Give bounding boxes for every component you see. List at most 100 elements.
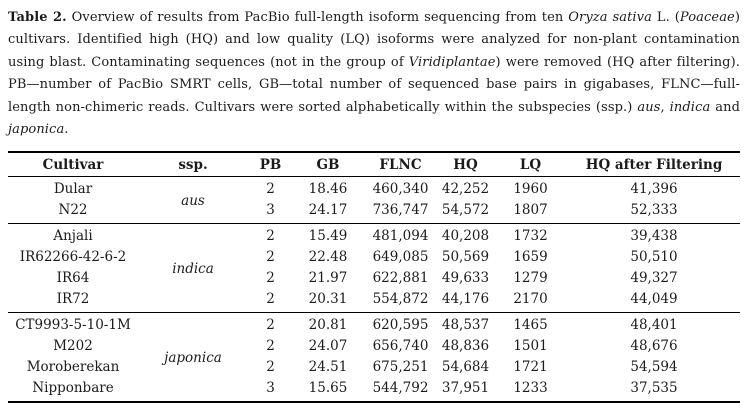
cell-hq: 49,633 <box>441 270 490 287</box>
cell-hq: 50,569 <box>441 249 490 266</box>
caption-table-label: Table 2. <box>8 10 67 25</box>
cell-pb: 2 <box>266 291 275 308</box>
cell-lq: 1233 <box>513 380 548 397</box>
cell-flnc: 675,251 <box>372 359 429 376</box>
cell-hq: 48,537 <box>441 317 490 334</box>
cell-hq-after: 52,333 <box>630 202 678 219</box>
group-indica: Anjali indica 2 15.49 481,094 40,208 173… <box>8 223 740 313</box>
col-header-hq: HQ <box>453 156 478 173</box>
table-row: N22 3 24.17 736,747 54,572 1807 52,333 <box>8 200 740 224</box>
col-header-cultivar: Cultivar <box>42 156 104 173</box>
table-row: M202 2 24.07 656,740 48,836 1501 48,676 <box>8 336 740 357</box>
table-row: Moroberekan 2 24.51 675,251 54,684 1721 … <box>8 357 740 378</box>
cell-pb: 2 <box>266 249 275 266</box>
cell-flnc: 460,340 <box>372 181 429 198</box>
cell-lq: 1501 <box>513 338 548 355</box>
cell-pb: 2 <box>266 228 275 245</box>
group-aus: Dular aus 2 18.46 460,340 42,252 1960 41… <box>8 176 740 224</box>
table-row: IR62266-42-6-2 2 22.48 649,085 50,569 16… <box>8 247 740 268</box>
caption-ssp-aus: aus <box>637 99 661 115</box>
cell-hq-after: 50,510 <box>630 249 678 266</box>
cell-flnc: 554,872 <box>372 291 429 308</box>
col-header-flnc: FLNC <box>379 156 422 173</box>
cell-hq-after: 48,401 <box>630 317 678 334</box>
cell-cultivar: IR72 <box>56 291 90 308</box>
caption-ssp-japonica: japonica <box>8 122 65 138</box>
cell-flnc: 622,881 <box>372 270 429 287</box>
table-row: Nipponbare 3 15.65 544,792 37,951 1233 3… <box>8 378 740 402</box>
group-japonica: CT9993-5-10-1M japonica 2 20.81 620,595 … <box>8 312 740 402</box>
cell-hq: 44,176 <box>441 291 490 308</box>
cell-flnc: 544,792 <box>372 380 429 397</box>
cell-gb: 20.31 <box>308 291 348 308</box>
cell-gb: 20.81 <box>308 317 348 334</box>
cell-lq: 1960 <box>513 181 548 198</box>
caption-family-name: Poaceae <box>679 10 735 25</box>
caption-clade-name: Viridiplantae <box>408 54 496 70</box>
cell-hq: 54,572 <box>441 202 490 219</box>
cell-lq: 1807 <box>513 202 548 219</box>
cell-ssp-group-label: indica <box>172 260 214 277</box>
caption-text: ) were removed (HQ after filtering). PB—… <box>8 54 741 115</box>
cell-hq: 40,208 <box>441 228 490 245</box>
cell-hq-after: 44,049 <box>630 291 678 308</box>
cell-lq: 2170 <box>513 291 548 308</box>
col-header-lq: LQ <box>519 156 542 173</box>
cell-cultivar: CT9993-5-10-1M <box>15 317 131 334</box>
cell-ssp-group-label: aus <box>181 192 205 209</box>
col-header-hq-after-filtering: HQ after Filtering <box>585 156 723 173</box>
cell-cultivar: IR64 <box>56 270 90 287</box>
cell-lq: 1465 <box>513 317 548 334</box>
caption-text: Overview of results from PacBio full-len… <box>66 10 569 25</box>
header-row: Cultivar ssp. PB GB FLNC HQ LQ HQ after … <box>8 152 740 177</box>
cell-pb: 2 <box>266 359 275 376</box>
cell-gb: 22.48 <box>308 249 348 266</box>
results-table: Cultivar ssp. PB GB FLNC HQ LQ HQ after … <box>8 151 740 403</box>
cell-gb: 24.51 <box>308 359 348 376</box>
cell-flnc: 736,747 <box>372 202 429 219</box>
caption-text: L. ( <box>651 10 680 25</box>
cell-pb: 2 <box>266 181 275 198</box>
cell-cultivar: Nipponbare <box>32 380 114 397</box>
cell-ssp-group-label: japonica <box>164 349 222 366</box>
cell-lq: 1279 <box>513 270 548 287</box>
cell-cultivar: N22 <box>58 202 88 219</box>
cell-cultivar: Anjali <box>53 228 93 245</box>
cell-hq: 54,684 <box>441 359 490 376</box>
cell-hq-after: 39,438 <box>630 228 678 245</box>
cell-gb: 21.97 <box>308 270 348 287</box>
cell-pb: 2 <box>266 317 275 334</box>
paper-page: Table 2. Overview of results from PacBio… <box>8 7 740 403</box>
cell-pb: 2 <box>266 270 275 287</box>
cell-gb: 15.49 <box>308 228 348 245</box>
caption-text: , <box>660 99 670 115</box>
col-header-gb: GB <box>316 156 340 173</box>
table-caption: Table 2. Overview of results from PacBio… <box>8 7 740 141</box>
table-row: CT9993-5-10-1M japonica 2 20.81 620,595 … <box>8 312 740 366</box>
table-row: Anjali indica 2 15.49 481,094 40,208 173… <box>8 223 740 277</box>
caption-species-name: Oryza sativa <box>568 10 652 25</box>
cell-hq-after: 41,396 <box>630 181 678 198</box>
cell-flnc: 620,595 <box>372 317 429 334</box>
cell-hq: 37,951 <box>441 380 490 397</box>
cell-pb: 2 <box>266 338 275 355</box>
table-row: IR64 2 21.97 622,881 49,633 1279 49,327 <box>8 268 740 289</box>
cell-lq: 1721 <box>513 359 548 376</box>
cell-flnc: 656,740 <box>372 338 429 355</box>
cell-hq: 48,836 <box>441 338 490 355</box>
table-row: Dular aus 2 18.46 460,340 42,252 1960 41… <box>8 176 740 209</box>
cell-flnc: 649,085 <box>372 249 429 266</box>
cell-cultivar: Moroberekan <box>26 359 120 376</box>
caption-text: ) cultivars. Identified high (HQ) and lo… <box>8 10 741 70</box>
table-row: IR72 2 20.31 554,872 44,176 2170 44,049 <box>8 289 740 313</box>
cell-hq-after: 37,535 <box>630 380 678 397</box>
caption-text: . <box>64 122 69 138</box>
cell-cultivar: Dular <box>53 181 93 198</box>
col-header-pb: PB <box>259 156 282 173</box>
cell-pb: 3 <box>266 380 275 397</box>
cell-pb: 3 <box>266 202 275 219</box>
cell-hq-after: 49,327 <box>630 270 678 287</box>
cell-hq-after: 54,594 <box>630 359 678 376</box>
cell-gb: 24.07 <box>308 338 348 355</box>
cell-lq: 1732 <box>513 228 548 245</box>
